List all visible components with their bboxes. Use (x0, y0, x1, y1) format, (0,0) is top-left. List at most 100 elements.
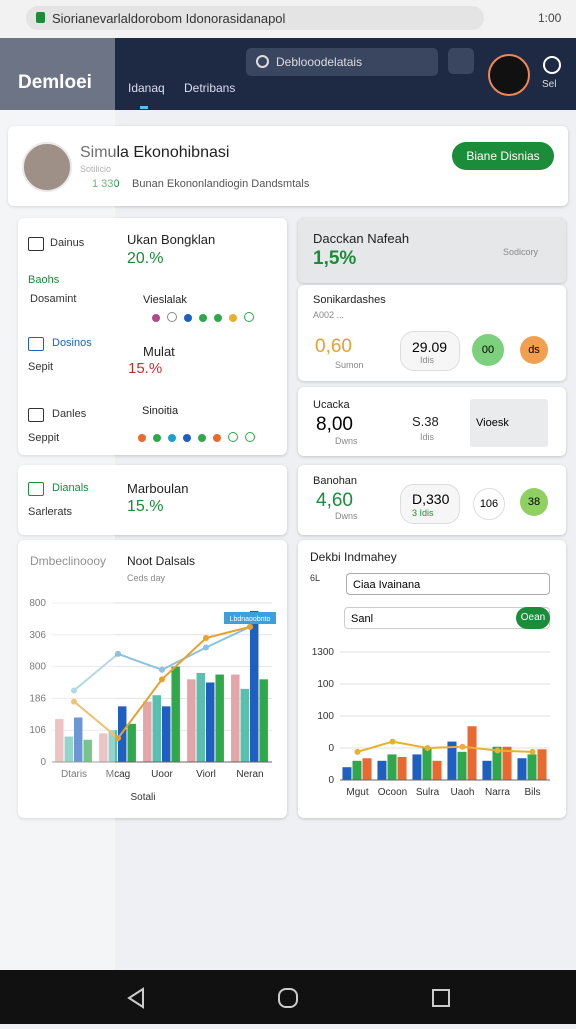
time: 1:00 (538, 11, 562, 25)
x-tick-label: Bils (524, 787, 540, 798)
card-title: Vieslalak (143, 294, 187, 306)
sidebar-item[interactable]: Dianals (52, 482, 89, 494)
point (203, 644, 209, 651)
bar (387, 754, 397, 780)
y-tick-label: 100 (317, 679, 334, 690)
bar (362, 758, 372, 780)
y-tick-label: 0 (328, 743, 334, 754)
x-tick-label: Mcag (106, 769, 130, 780)
sidebar-icon (28, 408, 44, 422)
point (459, 743, 466, 750)
user-icon[interactable] (543, 56, 561, 74)
bar (422, 748, 432, 780)
bar (492, 746, 502, 780)
settings-btn[interactable] (448, 48, 474, 74)
back[interactable] (127, 987, 144, 1009)
card-title: Ukan Bongklan (127, 232, 216, 247)
annotation: Lbdnaoobnto (230, 616, 271, 623)
tab[interactable]: Idanaq (128, 81, 165, 95)
card-mid: S.38 (412, 414, 439, 429)
chart-title: Dmbeclinoooy (30, 554, 107, 568)
card-note: Dwns (335, 511, 358, 521)
bar (352, 760, 362, 780)
card-title: Dacckan Nafeah (313, 231, 410, 246)
card-value: 15.% (128, 360, 163, 377)
point (389, 738, 396, 745)
card-value: 8,00 (316, 414, 353, 435)
card-title: Sinoitia (142, 405, 179, 417)
line (357, 740, 533, 753)
sidebar-item[interactable]: Dosinos (52, 337, 92, 349)
badge: 106 (473, 488, 505, 520)
chart-subtitle: Noot Dalsals (127, 554, 196, 568)
y-tick-label: 1300 (312, 647, 335, 658)
x-tick-label: Viorl (196, 769, 216, 780)
bar (259, 679, 268, 762)
chart-card (18, 540, 287, 818)
tab-indicator (140, 106, 148, 109)
side-label: 6L (310, 573, 321, 583)
home[interactable] (278, 988, 298, 1008)
x-tick-label: Uaoh (451, 787, 475, 798)
search-box[interactable] (246, 48, 438, 76)
bar (231, 674, 240, 762)
sidebar-item[interactable]: Dosamint (30, 293, 77, 305)
bar (118, 706, 127, 762)
card-title: Banohan (313, 475, 358, 487)
sidebar-item[interactable]: Dainus (50, 237, 85, 249)
bar (171, 666, 180, 762)
select[interactable]: Ciaa Ivainana (346, 573, 550, 595)
x-tick-label: Narra (485, 787, 510, 798)
card-title: Marboulan (127, 481, 189, 496)
y-tick-label: 800 (29, 598, 46, 609)
pill-value: D,330 (412, 491, 450, 507)
pill (400, 484, 460, 524)
y-tick-label: 0 (328, 775, 334, 786)
chart: 0 0 100 100 1300 Mgut Ocoon Sulra Uaoh Narra Bils (312, 647, 550, 798)
recent[interactable] (432, 989, 450, 1007)
bar (432, 760, 442, 780)
avatar[interactable] (488, 54, 530, 96)
bar (55, 719, 64, 762)
sidebar-item[interactable]: Danles (52, 408, 87, 420)
sidebar-item[interactable]: Seppit (28, 432, 60, 444)
bar (482, 760, 492, 780)
pill-note: Idis (420, 355, 435, 365)
bar (240, 688, 249, 762)
profile-desc: Bunan Ekononlandiogin Dandsmtals (132, 178, 310, 190)
tab[interactable]: Detribans (184, 81, 236, 95)
badge: ds (520, 336, 548, 364)
chart-caption: Ceds day (127, 573, 166, 583)
search-icon (256, 55, 269, 68)
card-value: 15.% (127, 498, 164, 515)
sidebar-item[interactable]: Sarlerats (28, 506, 73, 518)
badge: 38 (520, 488, 548, 516)
dot-row (152, 309, 261, 327)
bar (99, 733, 108, 762)
point (115, 650, 121, 657)
bar (152, 695, 161, 762)
point (424, 745, 431, 751)
point (115, 735, 121, 742)
bar (467, 726, 477, 780)
profile-name: Simula Ekonohibnasi (80, 144, 230, 161)
sidebar-item[interactable]: Sepit (28, 361, 54, 373)
sidebar-item[interactable]: Baohs (28, 274, 60, 286)
card-mid-note: Idis (420, 432, 435, 442)
input-button[interactable]: Oean (516, 607, 550, 629)
bar (74, 717, 83, 762)
x-tick-label: Uoor (151, 769, 173, 780)
bar (502, 746, 512, 780)
bar (187, 679, 196, 762)
point (354, 748, 361, 755)
bar (206, 682, 215, 762)
user-label: Sel (542, 79, 557, 90)
badge: 00 (472, 334, 504, 366)
sidebar-icon (28, 237, 44, 251)
bar (457, 751, 467, 780)
bar (412, 754, 422, 780)
dot-row (138, 429, 262, 447)
y-tick-label: 106 (29, 725, 46, 736)
profile-button[interactable]: Biane Disnias (452, 142, 554, 170)
bar (377, 760, 387, 780)
